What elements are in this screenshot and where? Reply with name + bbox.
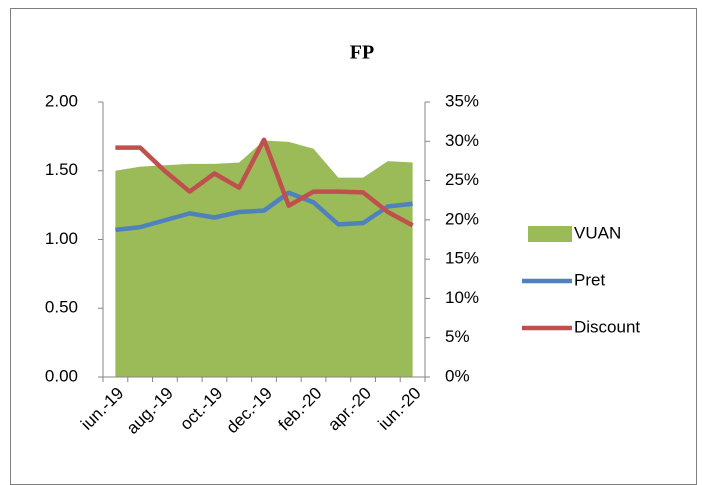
y-tick-label: 2.00 <box>45 91 78 110</box>
y2-tick-label: 30% <box>445 131 479 150</box>
y2-tick-label: 5% <box>445 327 470 346</box>
y-tick-label: 1.50 <box>45 160 78 179</box>
line <box>115 190 413 233</box>
legend-label: Discount <box>574 317 640 336</box>
legend-label: Pret <box>574 270 605 289</box>
y2-tick-label: 20% <box>445 209 479 228</box>
chart-title: FP <box>350 42 374 64</box>
y-tick-label: 0.50 <box>45 298 78 317</box>
y2-tick-label: 0% <box>445 366 470 385</box>
y2-tick-label: 35% <box>445 91 479 110</box>
area <box>115 140 413 377</box>
legend-label: VUAN <box>574 223 621 242</box>
y-tick-label: 0.00 <box>45 366 78 385</box>
y-tick-label: 1.00 <box>45 229 78 248</box>
line <box>115 137 414 228</box>
y2-tick-label: 15% <box>445 249 479 268</box>
y2-tick-label: 10% <box>445 288 479 307</box>
y2-tick-label: 25% <box>445 170 479 189</box>
legend-swatch <box>528 226 572 242</box>
